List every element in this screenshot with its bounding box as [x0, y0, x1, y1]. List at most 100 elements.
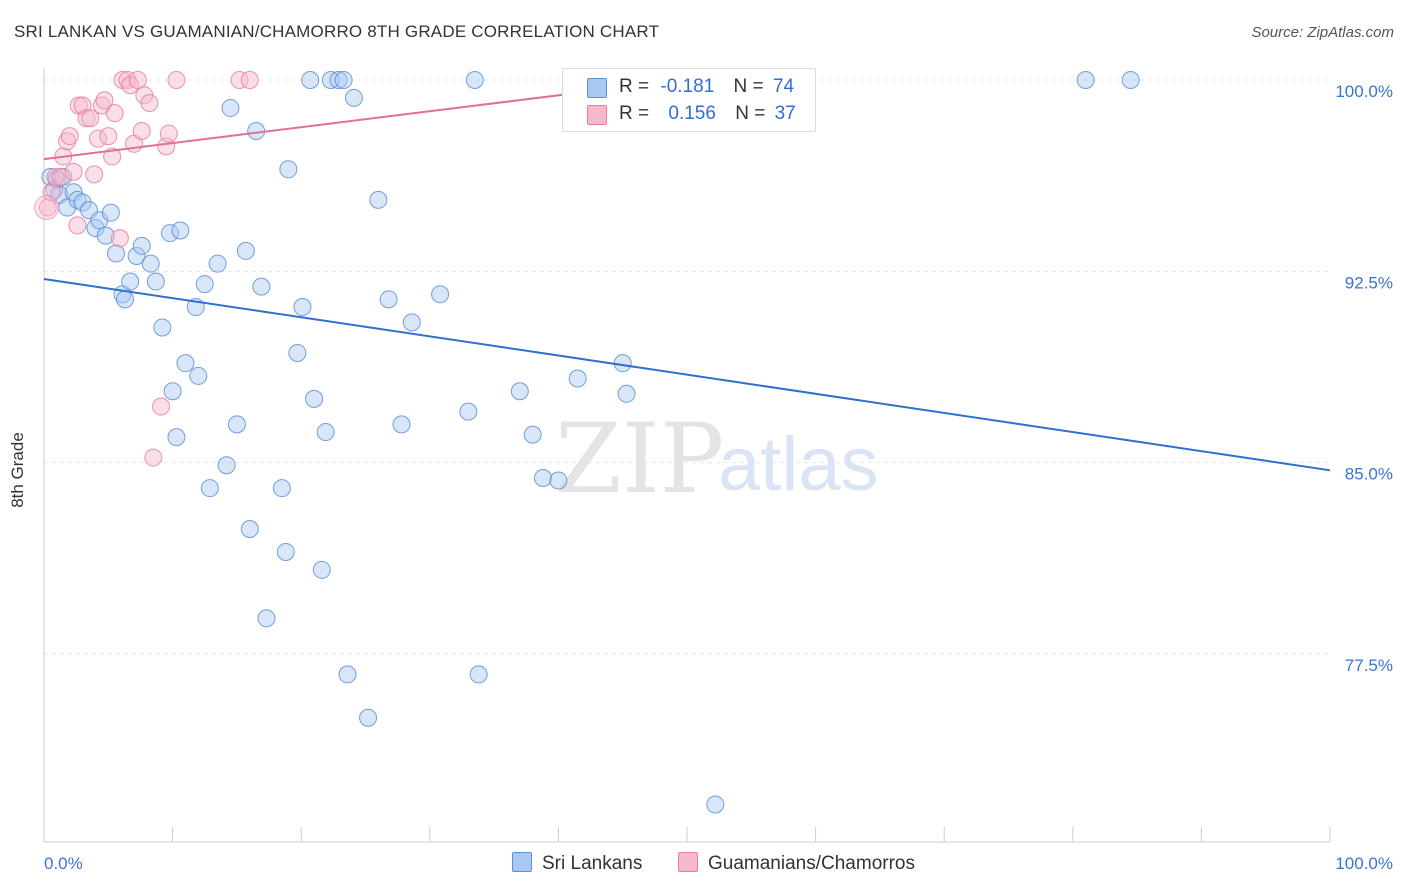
guamanian-point — [34, 195, 60, 221]
sri-lankan-point — [549, 471, 568, 490]
sri-lankan-point — [141, 254, 160, 273]
sri-lankan-point — [338, 665, 357, 684]
sri-lankan-point — [121, 272, 140, 291]
sri-lankan-point — [312, 560, 331, 579]
y-tick-label: 77.5% — [1345, 656, 1393, 675]
x-tick-label: 100.0% — [1335, 854, 1393, 873]
sri-lankan-point — [252, 277, 271, 296]
guamanian-point — [167, 71, 186, 89]
guamanian-point — [89, 129, 108, 148]
guamanian-point — [77, 109, 96, 128]
sri-lankan-point — [293, 298, 312, 317]
guamanian-point — [230, 71, 249, 89]
grid-lines — [44, 79, 1330, 655]
sri-lankan-point — [247, 122, 266, 141]
sri-lankan-point — [257, 609, 276, 628]
sri-lankan-point — [288, 343, 307, 362]
legend-n-label: N = — [735, 103, 766, 124]
chart-title: SRI LANKAN VS GUAMANIAN/CHAMORRO 8TH GRA… — [14, 22, 660, 41]
sri-lankan-point — [176, 354, 195, 373]
y-tick-label: 85.0% — [1345, 465, 1393, 484]
sri-lankan-point — [221, 99, 240, 118]
legend-r-value: -0.181 — [660, 76, 715, 97]
stats-legend: R = -0.181 N = 74 R = 0.156 N = 37 — [562, 68, 816, 132]
guamanian-point — [64, 162, 83, 181]
guamanians-trend-line — [43, 81, 662, 161]
guamanian-point — [152, 397, 171, 416]
sri-lankan-point — [272, 479, 291, 498]
legend-r-label: R = — [619, 103, 650, 124]
sri-lankan-point — [568, 369, 587, 388]
guamanian-point — [58, 132, 77, 151]
guamanian-point — [99, 127, 118, 146]
sri-lankan-point — [200, 479, 219, 498]
guamanian-point — [85, 165, 104, 184]
watermark: ZIP atlas — [555, 403, 879, 515]
sri-lankan-point — [195, 275, 214, 294]
guamanian-point — [105, 104, 124, 123]
sri-lankan-point — [465, 71, 484, 89]
sri-lankan-point — [171, 221, 190, 240]
sri-lankan-point — [217, 456, 236, 475]
legend-label-guamanians: Guamanians/Chamorros — [708, 853, 915, 874]
sri-lankan-point — [523, 425, 542, 444]
guamanian-point — [103, 147, 122, 166]
sri-lankan-point — [301, 71, 320, 89]
sri-lankan-point — [459, 402, 478, 421]
trend-lines — [43, 81, 1331, 472]
sri-lankan-point — [392, 415, 411, 434]
axes — [43, 68, 1331, 843]
sri-lankan-point — [101, 203, 120, 222]
x-tick-label: 0.0% — [44, 854, 83, 873]
sri-lankan-point — [153, 318, 172, 337]
guamanian-point — [128, 71, 147, 89]
sri-lankan-point — [116, 290, 135, 309]
sri-lankan-point — [510, 382, 529, 401]
sri-lankan-point — [240, 519, 259, 538]
legend-swatch-pink — [678, 852, 698, 872]
source-label: Source: ZipAtlas.com — [1251, 24, 1394, 41]
sri-lankan-point — [236, 241, 255, 260]
y-tick-label: 100.0% — [1335, 82, 1393, 101]
sri-lankan-point — [146, 272, 165, 291]
watermark-atlas: atlas — [718, 422, 879, 507]
guamanian-point — [140, 93, 159, 112]
guamanian-point — [38, 198, 57, 217]
sri-lankan-point — [344, 88, 363, 107]
guamanian-point — [68, 216, 87, 235]
legend-r-label: R = — [619, 76, 650, 97]
sri-lankan-point — [379, 290, 398, 309]
sri-lankan-point — [276, 542, 295, 561]
legend-swatch-pink — [587, 105, 607, 125]
guamanian-point — [144, 448, 163, 467]
guamanian-point — [110, 229, 129, 248]
sri-lankan-point — [359, 708, 378, 727]
sri-lankan-point — [706, 795, 725, 814]
sri-lankan-point — [96, 226, 115, 245]
sri-lankan-point — [533, 468, 552, 487]
sri-lankan-point — [334, 71, 353, 89]
legend-swatch-blue — [512, 852, 532, 872]
legend-label-sri-lankans: Sri Lankans — [542, 853, 643, 874]
sri-lankan-point — [402, 313, 421, 332]
legend-r-value: 0.156 — [668, 103, 716, 124]
sri-lankan-point — [73, 193, 92, 212]
legend-sri-lankans: Sri Lankans — [512, 852, 642, 875]
sri-lankan-point — [68, 190, 87, 209]
sri-lankan-point — [329, 71, 348, 89]
sri-lankan-point — [127, 247, 146, 266]
sri-lankan-point — [132, 236, 151, 255]
sri-lankan-point — [469, 665, 488, 684]
sri-lankan-point — [369, 190, 388, 209]
sri-lankan-point — [107, 244, 126, 263]
sri-lankans-points — [41, 71, 1140, 814]
watermark-zip: ZIP — [555, 403, 724, 515]
sri-lankan-point — [161, 224, 180, 243]
guamanian-point — [81, 109, 100, 128]
sri-lankan-point — [1076, 71, 1095, 89]
tick-labels: 77.5% 85.0% 92.5% 100.0% 0.0% 100.0% — [44, 82, 1393, 873]
guamanian-point — [159, 124, 178, 143]
sri-lankan-point — [1121, 71, 1140, 89]
sri-lankan-point — [167, 428, 186, 447]
